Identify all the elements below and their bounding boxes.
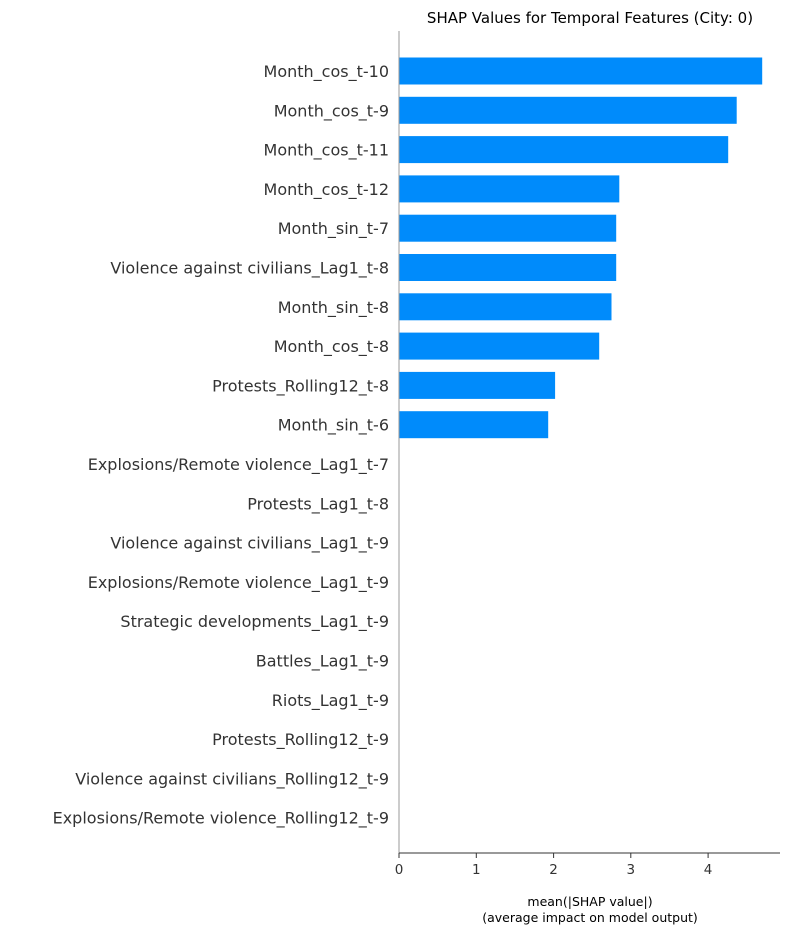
category-label-18: Violence against civilians_Rolling12_t-9 (75, 769, 389, 789)
bar-3 (399, 175, 620, 203)
category-label-7: Month_cos_t-8 (274, 337, 389, 357)
category-label-17: Protests_Rolling12_t-9 (212, 730, 389, 750)
bar-8 (399, 371, 556, 399)
bars-group (399, 57, 763, 439)
category-labels-group: Month_cos_t-10 Month_cos_t-9 Month_cos_t-1… (53, 62, 389, 829)
bar-0 (399, 57, 763, 85)
bar-9 (399, 411, 549, 439)
x-tick-label-4: 4 (704, 862, 713, 878)
category-label-8: Protests_Rolling12_t-8 (212, 376, 389, 396)
category-label-15: Battles_Lag1_t-9 (256, 652, 389, 672)
category-label-11: Protests_Lag1_t-8 (247, 494, 389, 514)
bar-7 (399, 332, 600, 360)
category-label-6: Month_sin_t-8 (278, 298, 389, 318)
x-tick-label-1: 1 (472, 862, 481, 878)
category-label-5: Violence against civilians_Lag1_t-8 (110, 259, 389, 279)
x-axis-label-line-1: mean(|SHAP value|) (527, 894, 652, 909)
x-ticks-group: 0 1 2 3 4 (395, 853, 713, 878)
category-label-4: Month_sin_t-7 (278, 219, 389, 239)
category-label-1: Month_cos_t-9 (274, 101, 389, 121)
bar-4 (399, 214, 617, 242)
bar-5 (399, 254, 617, 281)
x-axis-label-line-2: (average impact on model output) (482, 910, 698, 925)
bar-2 (399, 136, 729, 164)
x-tick-label-0: 0 (395, 862, 404, 878)
x-tick-label-3: 3 (627, 862, 636, 878)
category-label-19: Explosions/Remote violence_Rolling12_t-9 (53, 809, 389, 829)
bar-1 (399, 96, 737, 124)
category-label-9: Month_sin_t-6 (278, 416, 389, 436)
category-label-12: Violence against civilians_Lag1_t-9 (110, 534, 389, 554)
category-label-10: Explosions/Remote violence_Lag1_t-7 (88, 455, 389, 475)
category-label-14: Strategic developments_Lag1_t-9 (120, 612, 389, 632)
category-label-16: Riots_Lag1_t-9 (272, 691, 389, 711)
x-tick-label-2: 2 (549, 862, 558, 878)
chart-title: SHAP Values for Temporal Features (City:… (427, 9, 753, 27)
bar-6 (399, 293, 612, 321)
category-label-2: Month_cos_t-11 (264, 141, 389, 161)
category-label-0: Month_cos_t-10 (264, 62, 389, 82)
category-label-3: Month_cos_t-12 (264, 180, 389, 200)
category-label-13: Explosions/Remote violence_Lag1_t-9 (88, 573, 389, 593)
